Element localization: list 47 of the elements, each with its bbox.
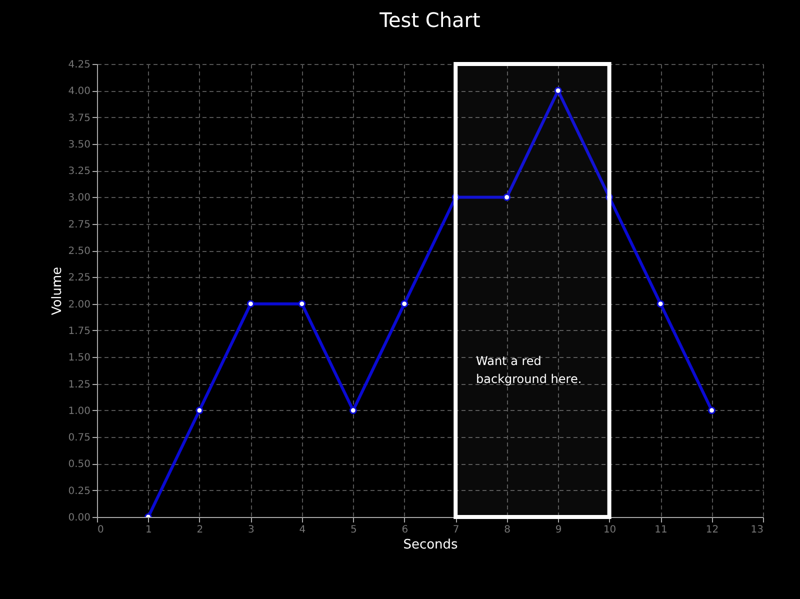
x-tick-label: 0 xyxy=(98,524,104,536)
x-axis-title: Seconds xyxy=(403,538,458,552)
y-tick-label: 1.50 xyxy=(68,352,90,364)
x-tick-label: 4 xyxy=(299,524,306,536)
y-axis-title: Volume xyxy=(50,266,66,316)
x-tick-label: 11 xyxy=(654,524,668,536)
y-tick-label: 2.25 xyxy=(68,272,90,284)
x-tick-label: 7 xyxy=(452,524,460,536)
point xyxy=(298,300,306,308)
y-tick-label: 0.75 xyxy=(68,432,90,444)
chart-title: Test Chart xyxy=(378,8,481,32)
x-tick-label: 1 xyxy=(146,524,152,536)
y-tick-label: 3.00 xyxy=(68,192,90,204)
point xyxy=(554,86,562,94)
y-tick-label: 3.75 xyxy=(68,112,90,124)
y-tick-label: 1.25 xyxy=(68,379,90,390)
annotation: Want a red background here. xyxy=(476,354,582,386)
point xyxy=(400,300,408,308)
y-tick-label: 0.25 xyxy=(68,486,90,497)
y-tick-label: 3.50 xyxy=(68,139,90,150)
x-tick-label: 5 xyxy=(350,524,357,536)
x-tick-label: 12 xyxy=(706,524,719,536)
y-tick-label: 0.50 xyxy=(68,459,90,470)
point xyxy=(452,193,460,201)
point xyxy=(246,300,254,308)
point xyxy=(708,406,716,414)
y-tick-label: 1.75 xyxy=(68,326,90,337)
point xyxy=(196,406,204,414)
x-tick-label: 10 xyxy=(603,524,616,536)
x-tick-label: 13 xyxy=(750,524,764,536)
point xyxy=(503,193,511,201)
y-tick-label: 0.00 xyxy=(68,512,90,524)
x-tick-label: 8 xyxy=(504,524,511,536)
x-tick-label: 3 xyxy=(248,524,254,536)
point xyxy=(656,300,664,308)
y-tick-label: 4.00 xyxy=(68,86,90,98)
y-tick-label: 1.00 xyxy=(68,406,90,417)
y-tick-label: 2.75 xyxy=(68,219,90,230)
x-tick-label: 9 xyxy=(555,524,562,536)
point xyxy=(606,193,614,201)
x-tick-label: 6 xyxy=(402,524,408,536)
y-tick-label: 2.00 xyxy=(68,299,90,310)
point xyxy=(349,406,357,414)
y-tick-label: 2.50 xyxy=(68,246,90,258)
y-tick-label: 4.25 xyxy=(68,60,90,70)
x-tick-label: 2 xyxy=(196,524,204,536)
y-tick-label: 3.25 xyxy=(68,166,90,178)
